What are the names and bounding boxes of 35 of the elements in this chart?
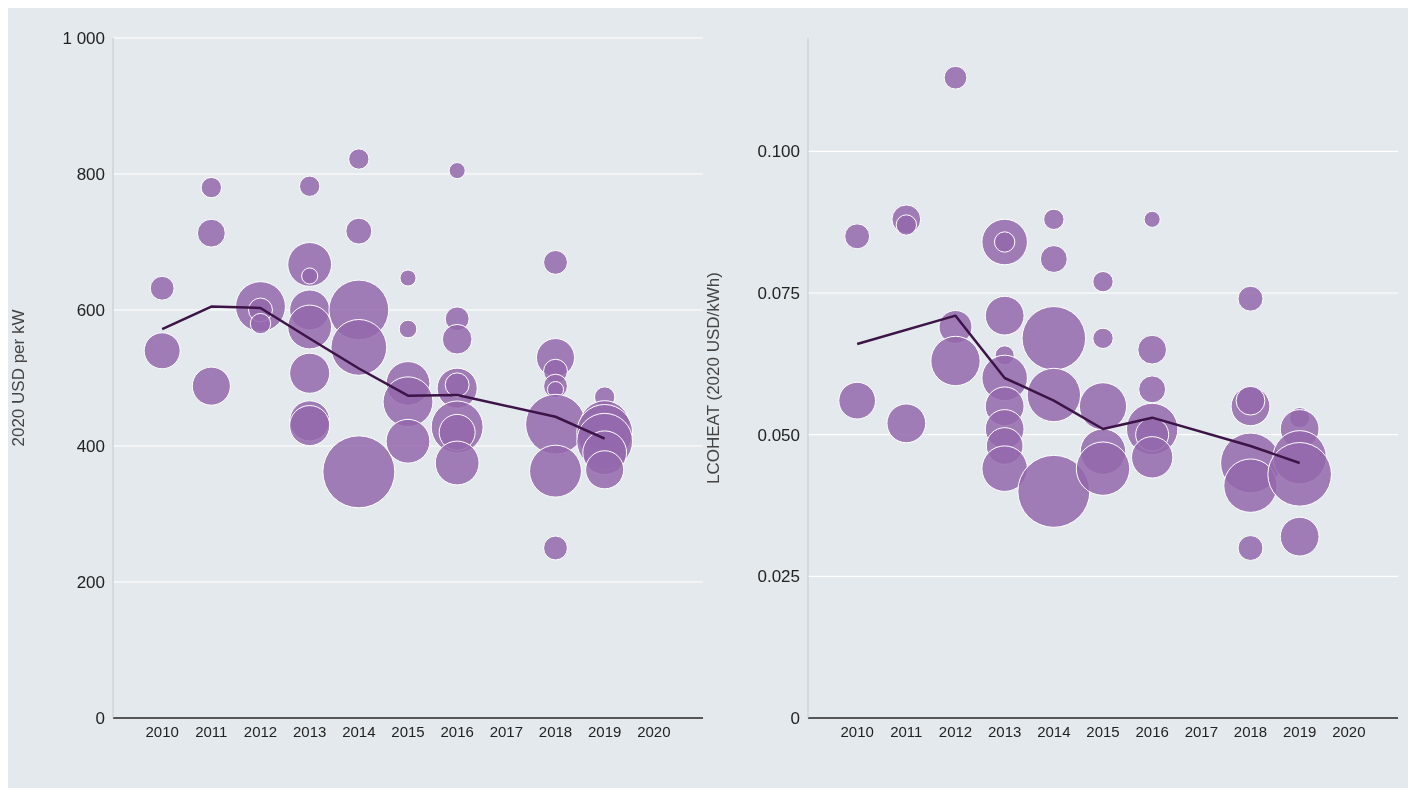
x-tick-label: 2016 <box>440 722 474 740</box>
x-tick-label: 2019 <box>587 722 622 740</box>
y-tick-label: 400 <box>76 437 105 457</box>
x-tick-label: 2013 <box>987 722 1022 740</box>
y-axis-title: LCOHEAT (2020 USD/kWh) <box>704 272 724 484</box>
y-tick-label: 800 <box>76 165 105 185</box>
x-tick-label: 2020 <box>637 722 671 740</box>
y-tick-label: 0.100 <box>757 142 800 162</box>
y-tick-label: 0.025 <box>757 567 800 587</box>
x-tick-label: 2014 <box>342 722 376 740</box>
x-tick-label: 2015 <box>1086 722 1120 740</box>
x-tick-label: 2018 <box>1233 722 1268 740</box>
x-tick-label: 2016 <box>1135 722 1169 740</box>
x-tick-label: 2010 <box>145 722 179 740</box>
x-tick-label: 2015 <box>391 722 425 740</box>
y-axis-title: 2020 USD per kW <box>9 309 29 447</box>
x-tick-label: 2017 <box>489 722 524 740</box>
x-tick-label: 2011 <box>195 722 228 740</box>
y-tick-label: 200 <box>76 573 105 593</box>
y-tick-label: 0.075 <box>757 284 800 304</box>
x-tick-label: 2020 <box>1332 722 1366 740</box>
x-tick-label: 2010 <box>840 722 874 740</box>
x-tick-label: 2012 <box>938 722 973 740</box>
y-tick-label: 600 <box>76 301 105 321</box>
x-tick-label: 2014 <box>1037 722 1071 740</box>
x-tick-label: 2013 <box>292 722 327 740</box>
x-tick-label: 2018 <box>538 722 573 740</box>
x-tick-label: 2011 <box>890 722 923 740</box>
x-tick-label: 2019 <box>1282 722 1317 740</box>
y-tick-label: 0.050 <box>757 425 800 445</box>
x-tick-label: 2017 <box>1184 722 1219 740</box>
y-tick-label: 0 <box>790 709 800 729</box>
y-tick-label: 0 <box>95 709 105 729</box>
y-tick-label: 1 000 <box>62 29 105 49</box>
x-tick-label: 2012 <box>243 722 278 740</box>
